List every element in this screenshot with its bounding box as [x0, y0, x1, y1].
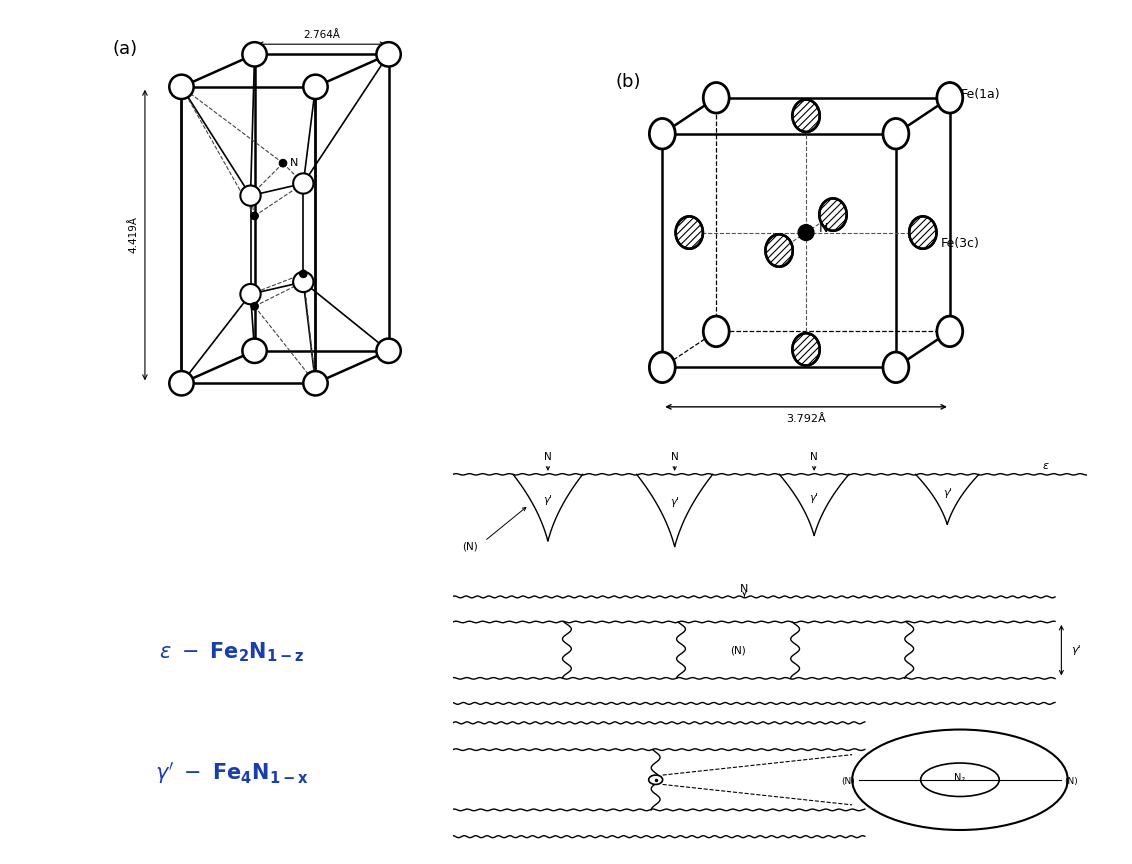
Circle shape: [293, 174, 314, 194]
Text: γ': γ': [809, 492, 818, 503]
Circle shape: [293, 272, 314, 292]
Ellipse shape: [703, 83, 729, 113]
Text: N: N: [544, 452, 551, 461]
Circle shape: [242, 339, 267, 363]
Text: (N): (N): [730, 645, 746, 655]
Ellipse shape: [909, 216, 936, 249]
Text: N₂: N₂: [954, 773, 966, 783]
Text: N: N: [818, 222, 827, 236]
Ellipse shape: [883, 118, 909, 149]
Text: (N): (N): [462, 542, 478, 552]
Circle shape: [798, 225, 814, 240]
Ellipse shape: [937, 83, 962, 113]
Ellipse shape: [676, 216, 703, 249]
Text: (b): (b): [616, 73, 641, 91]
Text: 3.792Å: 3.792Å: [787, 414, 826, 424]
Text: N: N: [740, 584, 748, 594]
Ellipse shape: [649, 775, 662, 785]
Text: γ': γ': [543, 495, 552, 505]
Text: (N): (N): [1064, 777, 1079, 786]
Text: N: N: [290, 158, 299, 168]
Text: Fe(1a): Fe(1a): [961, 88, 1001, 101]
Ellipse shape: [792, 99, 820, 132]
Text: $\gamma'\ -\ \mathbf{Fe_4N_{1-x}}$: $\gamma'\ -\ \mathbf{Fe_4N_{1-x}}$: [155, 760, 309, 786]
Text: $\varepsilon\ -\ \mathbf{Fe_2N_{1-z}}$: $\varepsilon\ -\ \mathbf{Fe_2N_{1-z}}$: [160, 640, 305, 664]
Circle shape: [303, 372, 327, 396]
Text: 2.764Å: 2.764Å: [303, 30, 340, 40]
Ellipse shape: [820, 199, 847, 231]
Circle shape: [170, 74, 194, 99]
Circle shape: [170, 372, 194, 396]
Circle shape: [280, 160, 286, 167]
Text: (a): (a): [112, 41, 138, 59]
Ellipse shape: [920, 763, 1000, 797]
Text: γ': γ': [943, 488, 952, 499]
Circle shape: [377, 42, 401, 67]
Ellipse shape: [650, 352, 676, 383]
Circle shape: [251, 213, 258, 219]
Text: ε: ε: [1043, 461, 1048, 471]
Circle shape: [242, 42, 267, 67]
Text: N: N: [671, 452, 678, 461]
Circle shape: [240, 186, 260, 206]
Ellipse shape: [937, 316, 962, 346]
Circle shape: [251, 302, 258, 310]
Text: (N): (N): [841, 777, 856, 786]
Text: Fe(3c): Fe(3c): [941, 237, 979, 250]
Text: N: N: [811, 452, 818, 461]
Circle shape: [300, 270, 307, 277]
Ellipse shape: [883, 352, 909, 383]
Circle shape: [240, 284, 260, 304]
Ellipse shape: [852, 729, 1067, 830]
Circle shape: [303, 74, 327, 99]
Ellipse shape: [765, 234, 792, 267]
Ellipse shape: [650, 118, 676, 149]
Text: γ': γ': [1071, 645, 1081, 655]
Text: 4.419Å: 4.419Å: [129, 217, 139, 253]
Circle shape: [377, 339, 401, 363]
Ellipse shape: [792, 334, 820, 365]
Text: γ': γ': [670, 497, 679, 507]
Ellipse shape: [703, 316, 729, 346]
